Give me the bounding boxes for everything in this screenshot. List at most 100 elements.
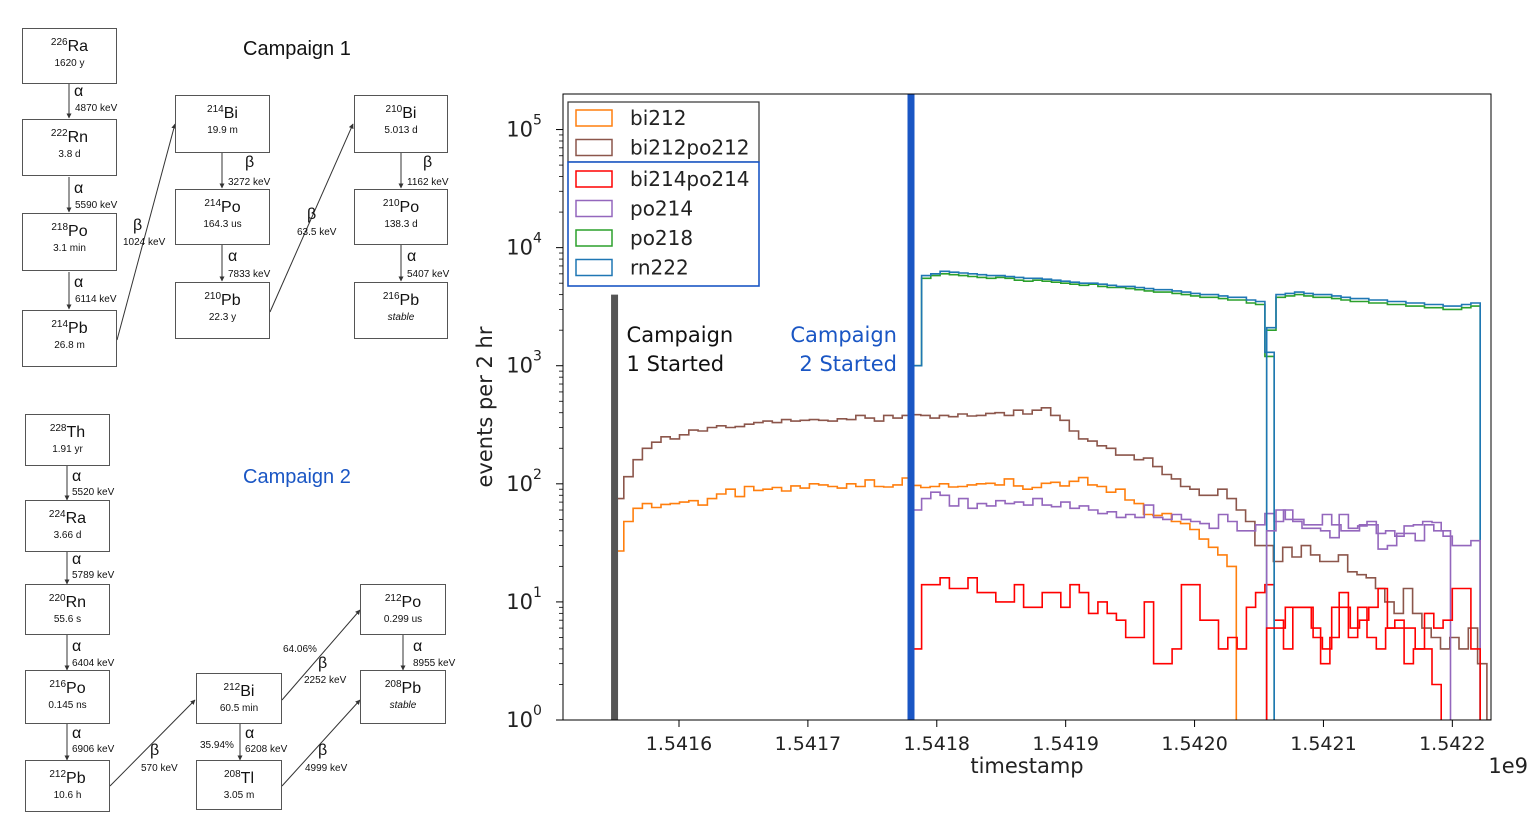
annotation-text-1-line1: Campaign — [627, 323, 734, 347]
x-tick-label: 1.5420 — [1161, 733, 1227, 755]
series-rn222_seg2 — [1265, 291, 1481, 720]
half-life: 55.6 s — [53, 614, 82, 625]
nuclide-box-th228: 228Th 1.91 yr — [25, 414, 110, 466]
nuclide-symbol: 214Bi — [207, 104, 238, 122]
decay-symbol: α — [72, 725, 82, 742]
y-tick-label: 10 — [506, 472, 533, 496]
y-tick-label: 10 — [506, 708, 533, 732]
nuclide-box-po212: 212Po 0.299 us — [360, 584, 446, 635]
decay-energy: 8955 keV — [413, 658, 456, 669]
nuclide-box-po214: 214Po 164.3 us — [175, 189, 270, 245]
nuclide-box-bi212: 212Bi 60.5 min — [196, 673, 282, 724]
x-tick-label: 1.5421 — [1290, 733, 1356, 755]
decay-energy: 1162 keV — [407, 177, 449, 188]
nuclide-box-ra224: 224Ra 3.66 d — [25, 500, 110, 552]
nuclide-symbol: 212Po — [384, 593, 422, 611]
branch-ratio: 64.06% — [283, 644, 317, 655]
nuclide-box-rn222: 222Rn 3.8 d — [22, 119, 117, 176]
x-tick-label: 1.5417 — [775, 733, 841, 755]
decay-symbol: α — [72, 551, 82, 568]
half-life: 3.05 m — [223, 790, 255, 801]
decay-energy: 6208 keV — [245, 744, 288, 755]
nuclide-symbol: 212Bi — [223, 682, 255, 700]
series-layer — [613, 270, 1491, 720]
annotation-text-2-line1: Campaign — [790, 323, 897, 347]
nuclide-symbol: 214Po — [204, 198, 241, 216]
series-bi214po214_seg2 — [1265, 587, 1481, 720]
decay-energy: 570 keV — [141, 763, 178, 774]
decay-symbol: α — [72, 468, 82, 485]
decay-symbol: α — [413, 638, 423, 655]
decay-energy: 6906 keV — [72, 744, 115, 755]
legend-label-po218: po218 — [630, 226, 693, 250]
nuclide-symbol: 226Ra — [50, 37, 89, 55]
decay-energy: 2252 keV — [304, 675, 347, 686]
half-life: 5.013 d — [384, 125, 418, 136]
half-life: 3.66 d — [53, 530, 82, 541]
decay-symbol: α — [74, 180, 84, 197]
legend-label-rn222: rn222 — [630, 256, 689, 280]
nuclide-symbol: 214Pb — [51, 319, 88, 337]
series-bi212po212 — [613, 407, 1491, 720]
legend-swatch-po218 — [575, 229, 613, 247]
decay-symbol: β — [150, 742, 160, 759]
half-life: stable — [389, 700, 417, 711]
x-offset-label: 1e9 — [1488, 754, 1528, 778]
nuclide-symbol: 210Po — [382, 198, 420, 216]
y-tick-exponent: 3 — [533, 349, 542, 365]
decay-energy: 5520 keV — [72, 487, 115, 498]
decay-arrows — [64, 84, 406, 787]
decay-energy: 4870 keV — [75, 103, 118, 114]
half-life: 0.299 us — [383, 614, 423, 625]
nuclide-symbol: 212Pb — [49, 769, 86, 787]
nuclide-box-rn220: 220Rn 55.6 s — [25, 584, 110, 635]
nuclide-box-bi210: 210Bi 5.013 d — [354, 95, 448, 153]
campaign1-title: Campaign 1 — [243, 38, 351, 60]
nuclide-box-pb216: 216Pb stable — [354, 282, 448, 339]
annotation-text-2-line2: 2 Started — [799, 352, 897, 376]
annotation-text-1-line2: 1 Started — [627, 352, 725, 376]
x-tick-label: 1.5422 — [1419, 733, 1485, 755]
decay-energy: 1024 keV — [123, 237, 166, 248]
series-po218_seg2 — [1265, 293, 1481, 720]
y-tick-exponent: 1 — [533, 585, 542, 601]
ticks-layer: 1.5416 1.5417 1.5418 1.5419 1.5420 1.5421 1.54… — [506, 113, 1485, 755]
half-life: 22.3 y — [208, 312, 237, 323]
decay-symbol: α — [228, 248, 238, 265]
nuclide-symbol: 208Pb — [384, 679, 422, 697]
decay-symbol: β — [318, 742, 328, 759]
decay-symbol: β — [133, 217, 143, 234]
nuclide-symbol: 220Rn — [48, 593, 87, 611]
decay-energy: 3272 keV — [228, 177, 271, 188]
half-life: 138.3 d — [384, 219, 418, 230]
series-po214 — [911, 491, 1452, 720]
histogram-chart: Campaign 1 Started Campaign 2 Started 1.541… — [470, 80, 1534, 780]
nuclide-box-po216: 216Po 0.145 ns — [25, 670, 110, 724]
y-tick-label: 10 — [506, 236, 533, 260]
nuclide-box-po210: 210Po 138.3 d — [354, 189, 448, 245]
decay-energy: 63.5 keV — [297, 227, 337, 238]
half-life: 26.8 m — [54, 340, 85, 351]
decay-symbol: α — [245, 725, 255, 742]
legend-label-bi212: bi212 — [630, 106, 686, 130]
decay-energy: 5407 keV — [407, 269, 450, 280]
decay-symbol: β — [318, 655, 328, 672]
y-axis-label: events per 2 hr — [473, 326, 497, 487]
half-life: 10.6 h — [53, 790, 82, 801]
half-life: 1.91 yr — [52, 444, 83, 455]
nuclide-box-pb212: 212Pb 10.6 h — [25, 760, 110, 812]
decay-energy: 4999 keV — [305, 763, 348, 774]
decay-symbol: α — [72, 638, 82, 655]
legend-swatch-rn222 — [575, 258, 613, 277]
nuclide-symbol: 224Ra — [48, 509, 87, 527]
legend-swatch-bi212po212 — [575, 138, 613, 157]
chart-svg: Campaign 1 Started Campaign 2 Started 1.541… — [473, 93, 1528, 778]
campaign2-title: Campaign 2 — [243, 466, 351, 488]
decay-energy: 6114 keV — [75, 294, 117, 305]
legend-label-po214: po214 — [630, 197, 693, 221]
decay-symbol: β — [245, 154, 255, 171]
nuclide-symbol: 216Po — [49, 679, 86, 697]
nuclide-symbol: 228Th — [49, 423, 86, 441]
series-rn222 — [911, 270, 1275, 720]
nuclide-symbol: 210Pb — [204, 291, 241, 309]
